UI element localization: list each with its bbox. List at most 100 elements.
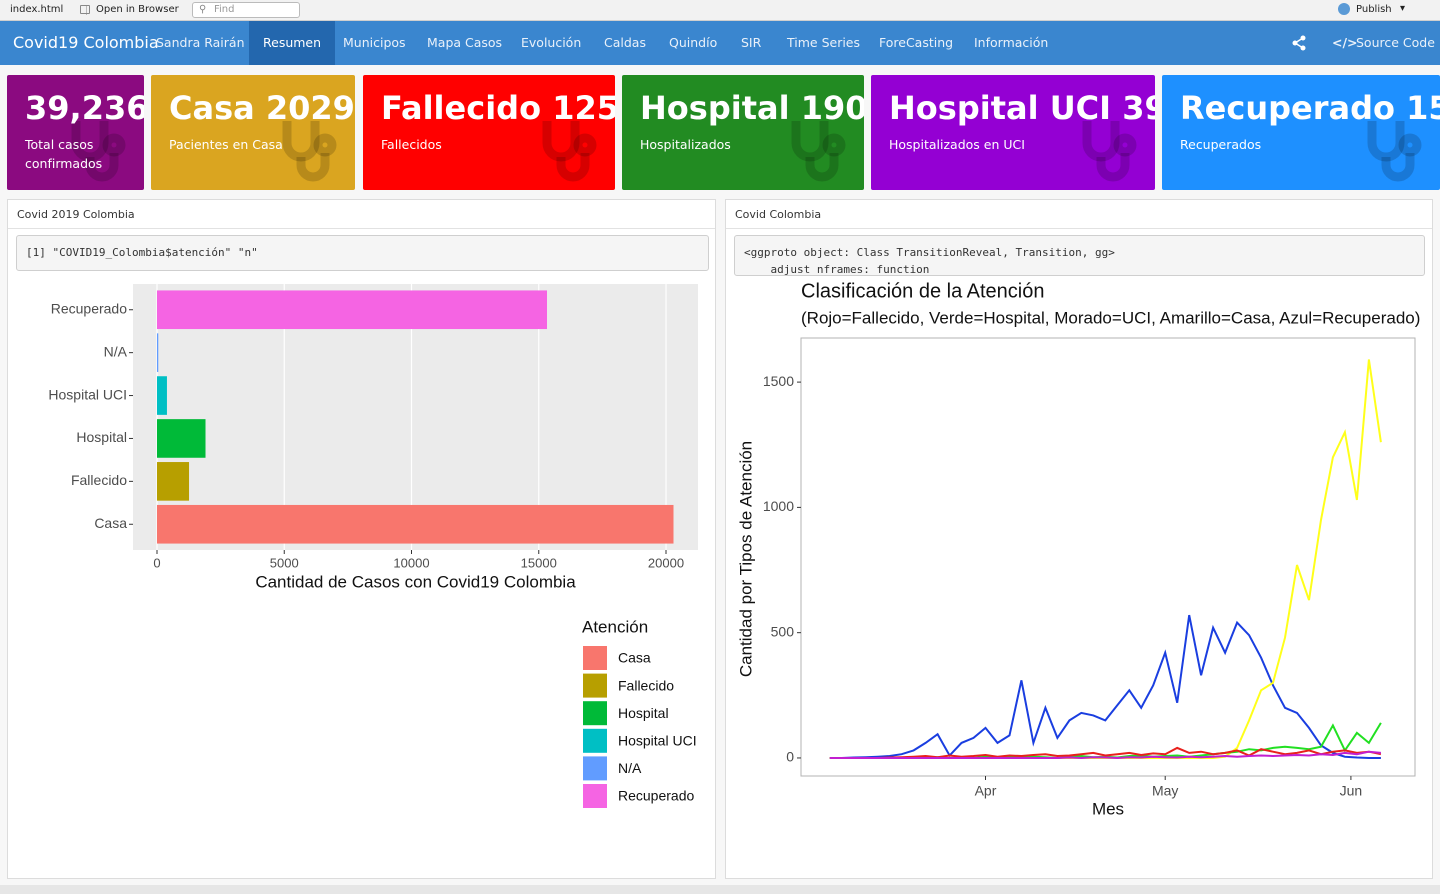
- box-icon: [542, 121, 597, 182]
- box-caption: Hospitalizados: [640, 137, 731, 152]
- box-caption: Fallecidos: [381, 137, 442, 152]
- box-caption: Hospitalizados en UCI: [889, 137, 1025, 152]
- file-tab[interactable]: index.html: [10, 4, 64, 15]
- value-box: Recuperado 1532 Recuperados: [1162, 75, 1440, 190]
- scrollbar[interactable]: [0, 885, 1440, 894]
- legend-key: [583, 756, 607, 781]
- value-box: Casa 20294 Pacientes en Casa: [151, 75, 355, 190]
- legend-key: [583, 728, 607, 753]
- x-tick-label: Jun: [1340, 783, 1363, 799]
- code-line: adjust nframes: function: [744, 263, 930, 276]
- nav-item[interactable]: Quindío: [669, 35, 718, 50]
- y-tick-label: 1000: [763, 498, 794, 514]
- x-axis-title: Cantidad de Casos con Covid19 Colombia: [255, 572, 576, 591]
- series-line: [829, 750, 1381, 760]
- navbar: Covid19 Colombia Sandra Rairán </> Sourc…: [0, 21, 1440, 65]
- legend-label: Recuperado: [618, 788, 694, 804]
- y-tick-label: Casa: [94, 515, 127, 531]
- value-box: Hospital UCI 391 Hospitalizados en UCI: [871, 75, 1155, 190]
- line-chart: Clasificación de la Atención (Rojo=Fallec…: [736, 280, 1420, 818]
- code-icon: </>: [1332, 35, 1358, 50]
- publish-dropdown[interactable]: ▾: [1400, 3, 1406, 14]
- x-tick-label: 10000: [393, 555, 429, 570]
- box-value: 39,236: [25, 89, 144, 127]
- code-output: [1] "COVID19_Colombia$atención" "n": [16, 235, 709, 271]
- box-value: Hospital 1906: [640, 89, 864, 127]
- plot-panel: [800, 337, 1416, 777]
- y-tick-label: Fallecido: [71, 472, 127, 488]
- bar: [156, 462, 190, 501]
- x-axis-title: Mes: [1092, 799, 1124, 818]
- nav-item[interactable]: Resumen: [249, 21, 336, 65]
- brand[interactable]: Covid19 Colombia: [13, 33, 159, 52]
- box-caption: Total casos confirmados: [25, 137, 103, 171]
- bar: [156, 419, 206, 458]
- y-tick-label: 0: [786, 749, 794, 765]
- value-box: Hospital 1906 Hospitalizados: [622, 75, 864, 190]
- publish-button[interactable]: Publish: [1356, 4, 1392, 15]
- series-line: [829, 746, 1382, 759]
- open-icon: [80, 5, 90, 14]
- chart-subtitle: (Rojo=Fallecido, Verde=Hospital, Morado=…: [801, 308, 1420, 327]
- y-tick-label: N/A: [104, 343, 128, 359]
- bar: [156, 290, 548, 330]
- bar: [156, 333, 159, 372]
- legend-label: N/A: [618, 760, 642, 776]
- x-tick-label: 20000: [648, 555, 684, 570]
- box-value: Hospital UCI 391: [889, 89, 1155, 127]
- nav-item[interactable]: Caldas: [604, 35, 646, 50]
- legend-label: Fallecido: [618, 677, 674, 693]
- share-icon[interactable]: [1292, 35, 1306, 51]
- bar: [156, 504, 674, 544]
- author: Sandra Rairán: [156, 35, 245, 50]
- source-code-link[interactable]: Source Code: [1356, 35, 1435, 50]
- chart-title: Clasificación de la Atención: [801, 280, 1044, 302]
- legend-title: Atención: [582, 617, 648, 636]
- nav-item[interactable]: SIR: [741, 35, 762, 50]
- box-value: Fallecido 1259: [381, 89, 615, 127]
- legend-label: Casa: [618, 650, 651, 666]
- legend-key: [583, 784, 607, 808]
- nav-item[interactable]: Time Series: [787, 35, 861, 50]
- find-input[interactable]: ⚲ Find: [192, 2, 300, 18]
- x-tick-label: Apr: [975, 783, 997, 799]
- y-tick-label: 1500: [763, 373, 794, 389]
- value-box: Fallecido 1259 Fallecidos: [363, 75, 615, 190]
- box-caption: Pacientes en Casa: [169, 137, 283, 152]
- box-icon: [791, 121, 846, 182]
- y-tick-label: Hospital UCI: [48, 386, 127, 402]
- nav-item[interactable]: ForeCasting: [879, 35, 954, 50]
- legend-key: [583, 673, 607, 698]
- y-tick-label: Recuperado: [51, 300, 127, 316]
- code-line: <ggproto object: Class TransitionReveal,…: [744, 246, 1115, 259]
- ide-toolbar: index.html Open in Browser ⚲ Find Publis…: [0, 0, 1440, 21]
- value-box: 39,236 Total casos confirmados: [7, 75, 144, 190]
- legend-label: Hospital UCI: [618, 733, 697, 749]
- open-in-browser[interactable]: Open in Browser: [96, 4, 179, 15]
- find-placeholder: Find: [214, 4, 235, 15]
- x-tick-label: 5000: [270, 555, 299, 570]
- legend-key: [583, 646, 607, 670]
- x-tick-label: 15000: [521, 555, 557, 570]
- panel-title: Covid 2019 Colombia: [8, 200, 715, 229]
- bar: [156, 376, 167, 415]
- box-value: Recuperado 1532: [1180, 89, 1440, 127]
- nav-item[interactable]: Municipos: [343, 35, 406, 50]
- box-icon: [1367, 121, 1422, 182]
- code-output: <ggproto object: Class TransitionReveal,…: [734, 235, 1425, 276]
- y-tick-label: 500: [771, 623, 795, 639]
- nav-item[interactable]: Mapa Casos: [427, 35, 503, 50]
- box-icon: [282, 121, 337, 182]
- nav-item[interactable]: Información: [974, 35, 1049, 50]
- y-axis-title: Cantidad por Tipos de Atención: [736, 441, 755, 677]
- box-value: Casa 20294: [169, 89, 355, 127]
- legend-label: Hospital: [618, 705, 669, 721]
- x-tick-label: 0: [153, 555, 160, 570]
- nav-item[interactable]: Evolución: [521, 35, 582, 50]
- publish-icon: [1338, 3, 1350, 15]
- series-line: [829, 614, 1381, 759]
- search-icon: ⚲: [199, 4, 207, 15]
